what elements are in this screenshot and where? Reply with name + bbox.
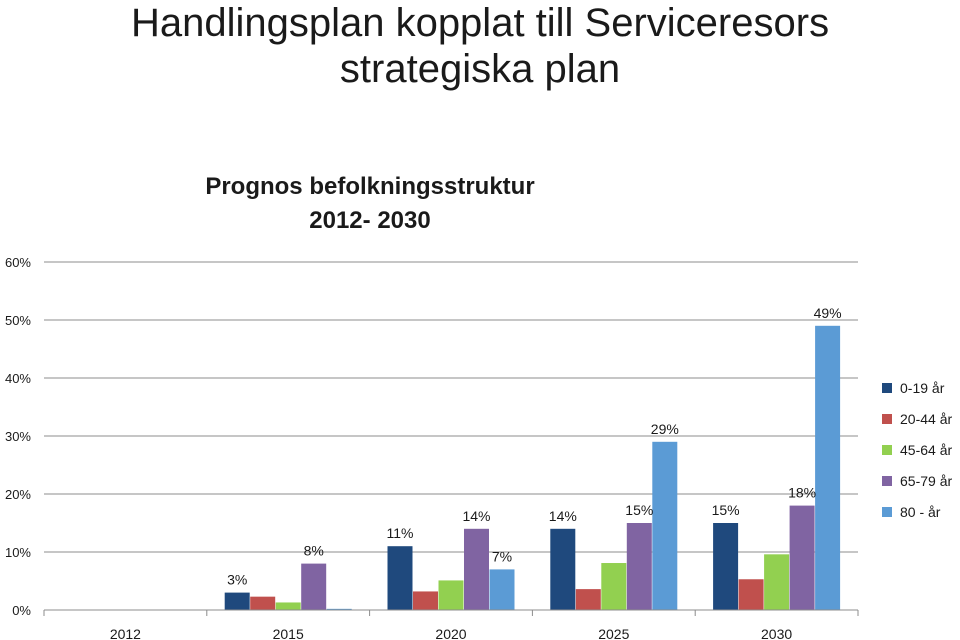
bar	[224, 592, 250, 610]
chart-title: Prognos befolkningsstruktur 2012- 2030	[150, 170, 590, 238]
data-label: 15%	[625, 502, 653, 518]
bar	[713, 523, 739, 610]
legend-label: 20-44 år	[900, 410, 953, 427]
bar	[652, 441, 678, 610]
bar	[489, 569, 515, 610]
bar	[438, 580, 464, 610]
bar	[326, 608, 352, 610]
y-tick-label: 60%	[5, 255, 31, 270]
bar	[815, 325, 841, 610]
legend-label: 80 - år	[900, 503, 941, 520]
bar	[550, 528, 576, 610]
legend-swatch	[882, 475, 892, 486]
x-tick-label: 2012	[110, 626, 141, 640]
y-tick-label: 50%	[5, 313, 31, 328]
y-tick-label: 30%	[5, 429, 31, 444]
data-label: 7%	[492, 548, 512, 564]
slide-title-line-2: strategiska plan	[339, 47, 621, 91]
chart-legend: 0-19 år 20-44 år 45-64 år 65-79 år 80 - år	[882, 372, 960, 527]
chart-title-line-1: Prognos befolkningsstruktur	[205, 173, 535, 200]
legend-label: 45-64 år	[900, 441, 953, 458]
legend-label: 65-79 år	[900, 472, 953, 489]
data-label: 49%	[814, 305, 842, 321]
slide-title-line-1: Handlingsplan kopplat till Serviceresors	[130, 1, 830, 45]
data-label: 8%	[304, 543, 324, 559]
legend-item: 45-64 år	[882, 434, 960, 465]
y-tick-label: 40%	[5, 371, 31, 386]
legend-swatch	[882, 506, 892, 517]
chart-title-line-2: 2012- 2030	[309, 207, 431, 234]
legend-item: 80 - år	[882, 496, 960, 527]
bar	[413, 591, 438, 610]
bar	[301, 563, 327, 610]
data-label: 14%	[549, 508, 577, 524]
data-label: 18%	[788, 485, 816, 501]
y-tick-label: 20%	[5, 487, 31, 502]
data-label: 11%	[387, 525, 414, 541]
y-tick-label: 0%	[12, 603, 31, 618]
bar	[575, 589, 601, 610]
legend-swatch	[882, 444, 892, 455]
bar	[601, 563, 627, 610]
data-label: 15%	[712, 502, 740, 518]
bar	[738, 579, 764, 610]
data-label: 14%	[462, 508, 490, 524]
legend-item: 20-44 år	[882, 403, 960, 434]
legend-swatch	[882, 413, 892, 424]
legend-item: 65-79 år	[882, 465, 960, 496]
bar	[275, 602, 301, 610]
bar	[764, 554, 790, 610]
bar	[250, 596, 276, 610]
bar	[789, 505, 815, 610]
y-tick-label: 10%	[5, 545, 31, 560]
legend-item: 0-19 år	[882, 372, 960, 403]
legend-swatch	[882, 382, 892, 393]
x-tick-label: 2015	[273, 626, 304, 640]
slide-title: Handlingsplan kopplat till Serviceresors…	[60, 0, 900, 92]
x-tick-label: 2020	[435, 626, 466, 640]
x-tick-label: 2025	[598, 626, 629, 640]
bar	[464, 528, 489, 610]
legend-label: 0-19 år	[900, 379, 945, 396]
x-tick-label: 2030	[761, 626, 792, 640]
data-label: 29%	[651, 421, 679, 437]
bar	[387, 546, 413, 610]
data-label: 3%	[227, 572, 247, 588]
bar	[626, 523, 652, 610]
